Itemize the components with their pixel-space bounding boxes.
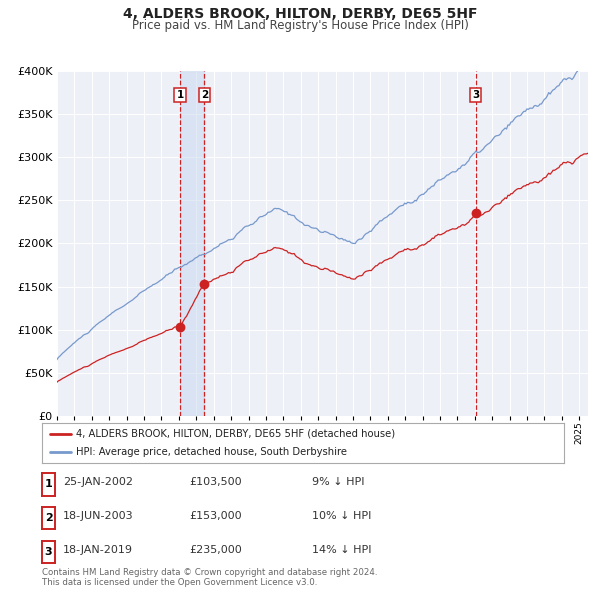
Text: 3: 3 (472, 90, 479, 100)
Text: 14% ↓ HPI: 14% ↓ HPI (312, 545, 371, 555)
Text: 9% ↓ HPI: 9% ↓ HPI (312, 477, 365, 487)
Text: 18-JUN-2003: 18-JUN-2003 (63, 511, 134, 521)
Text: £153,000: £153,000 (189, 511, 242, 521)
Text: 4, ALDERS BROOK, HILTON, DERBY, DE65 5HF (detached house): 4, ALDERS BROOK, HILTON, DERBY, DE65 5HF… (76, 429, 395, 439)
Text: £103,500: £103,500 (189, 477, 242, 487)
Text: 1: 1 (45, 479, 52, 489)
Text: 2: 2 (45, 513, 52, 523)
Text: 25-JAN-2002: 25-JAN-2002 (63, 477, 133, 487)
Text: 1: 1 (176, 90, 184, 100)
Text: 2: 2 (200, 90, 208, 100)
Text: £235,000: £235,000 (189, 545, 242, 555)
Text: 3: 3 (45, 547, 52, 557)
Bar (180, 71, 204, 416)
Point (175, 322, 185, 332)
Text: HPI: Average price, detached house, South Derbyshire: HPI: Average price, detached house, Sout… (76, 447, 347, 457)
Point (199, 279, 209, 289)
Text: Contains HM Land Registry data © Crown copyright and database right 2024.
This d: Contains HM Land Registry data © Crown c… (42, 568, 377, 587)
Text: 10% ↓ HPI: 10% ↓ HPI (312, 511, 371, 521)
Text: 18-JAN-2019: 18-JAN-2019 (63, 545, 133, 555)
Text: Price paid vs. HM Land Registry's House Price Index (HPI): Price paid vs. HM Land Registry's House … (131, 19, 469, 32)
Text: 4, ALDERS BROOK, HILTON, DERBY, DE65 5HF: 4, ALDERS BROOK, HILTON, DERBY, DE65 5HF (123, 7, 477, 21)
Point (471, 208, 481, 218)
